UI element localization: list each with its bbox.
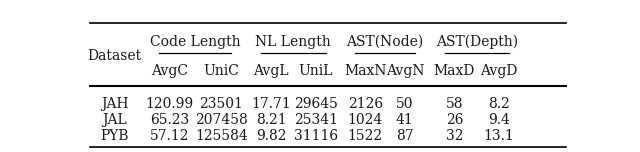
Text: 58: 58 [445, 97, 463, 111]
Text: AvgD: AvgD [481, 64, 518, 78]
Text: UniC: UniC [204, 64, 239, 78]
Text: AvgN: AvgN [386, 64, 424, 78]
Text: AvgL: AvgL [253, 64, 289, 78]
Text: UniL: UniL [298, 64, 333, 78]
Text: Code Length: Code Length [150, 35, 241, 49]
Text: 41: 41 [396, 113, 413, 127]
Text: 1522: 1522 [348, 130, 383, 143]
Text: AST(Depth): AST(Depth) [436, 35, 518, 49]
Text: 13.1: 13.1 [484, 130, 515, 143]
Text: 26: 26 [445, 113, 463, 127]
Text: 31116: 31116 [294, 130, 338, 143]
Text: 207458: 207458 [195, 113, 248, 127]
Text: 57.12: 57.12 [150, 130, 189, 143]
Text: 120.99: 120.99 [145, 97, 193, 111]
Text: 65.23: 65.23 [150, 113, 189, 127]
Text: AST(Node): AST(Node) [346, 35, 424, 49]
Text: JAL: JAL [102, 113, 127, 127]
Text: MaxD: MaxD [434, 64, 475, 78]
Text: PYB: PYB [100, 130, 129, 143]
Text: 125584: 125584 [195, 130, 248, 143]
Text: 29645: 29645 [294, 97, 337, 111]
Text: 17.71: 17.71 [251, 97, 291, 111]
Text: 1024: 1024 [348, 113, 383, 127]
Text: NL Length: NL Length [255, 35, 331, 49]
Text: JAH: JAH [101, 97, 129, 111]
Text: 87: 87 [396, 130, 413, 143]
Text: 9.4: 9.4 [488, 113, 510, 127]
Text: 50: 50 [396, 97, 413, 111]
Text: 8.2: 8.2 [488, 97, 510, 111]
Text: 8.21: 8.21 [255, 113, 286, 127]
Text: 25341: 25341 [294, 113, 338, 127]
Text: MaxN: MaxN [344, 64, 387, 78]
Text: 23501: 23501 [200, 97, 243, 111]
Text: 9.82: 9.82 [256, 130, 286, 143]
Text: 2126: 2126 [348, 97, 383, 111]
Text: Dataset: Dataset [88, 49, 142, 63]
Text: 32: 32 [445, 130, 463, 143]
Text: AvgC: AvgC [151, 64, 188, 78]
